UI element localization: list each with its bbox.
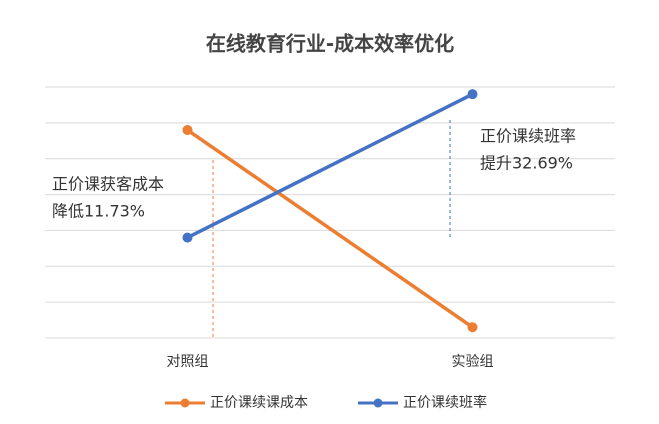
legend-label: 正价课续课成本 <box>210 394 308 411</box>
series-line <box>186 128 474 329</box>
annotation: 正价课获客成本 <box>52 175 164 194</box>
annotation: 提升32.69% <box>480 154 573 173</box>
data-point <box>182 125 193 136</box>
data-point <box>182 232 193 243</box>
annotation: 降低11.73% <box>52 202 145 221</box>
data-point <box>467 89 478 100</box>
legend-marker <box>180 398 190 408</box>
annotation: 正价课续班率 <box>480 127 576 146</box>
series-line <box>186 92 474 240</box>
x-tick-label: 对照组 <box>167 354 209 370</box>
chart-title: 在线教育行业-成本效率优化 <box>206 32 454 56</box>
x-tick-label: 实验组 <box>452 354 494 370</box>
data-point <box>467 322 478 333</box>
legend-label: 正价课续班率 <box>403 394 487 411</box>
legend-marker <box>373 398 383 408</box>
